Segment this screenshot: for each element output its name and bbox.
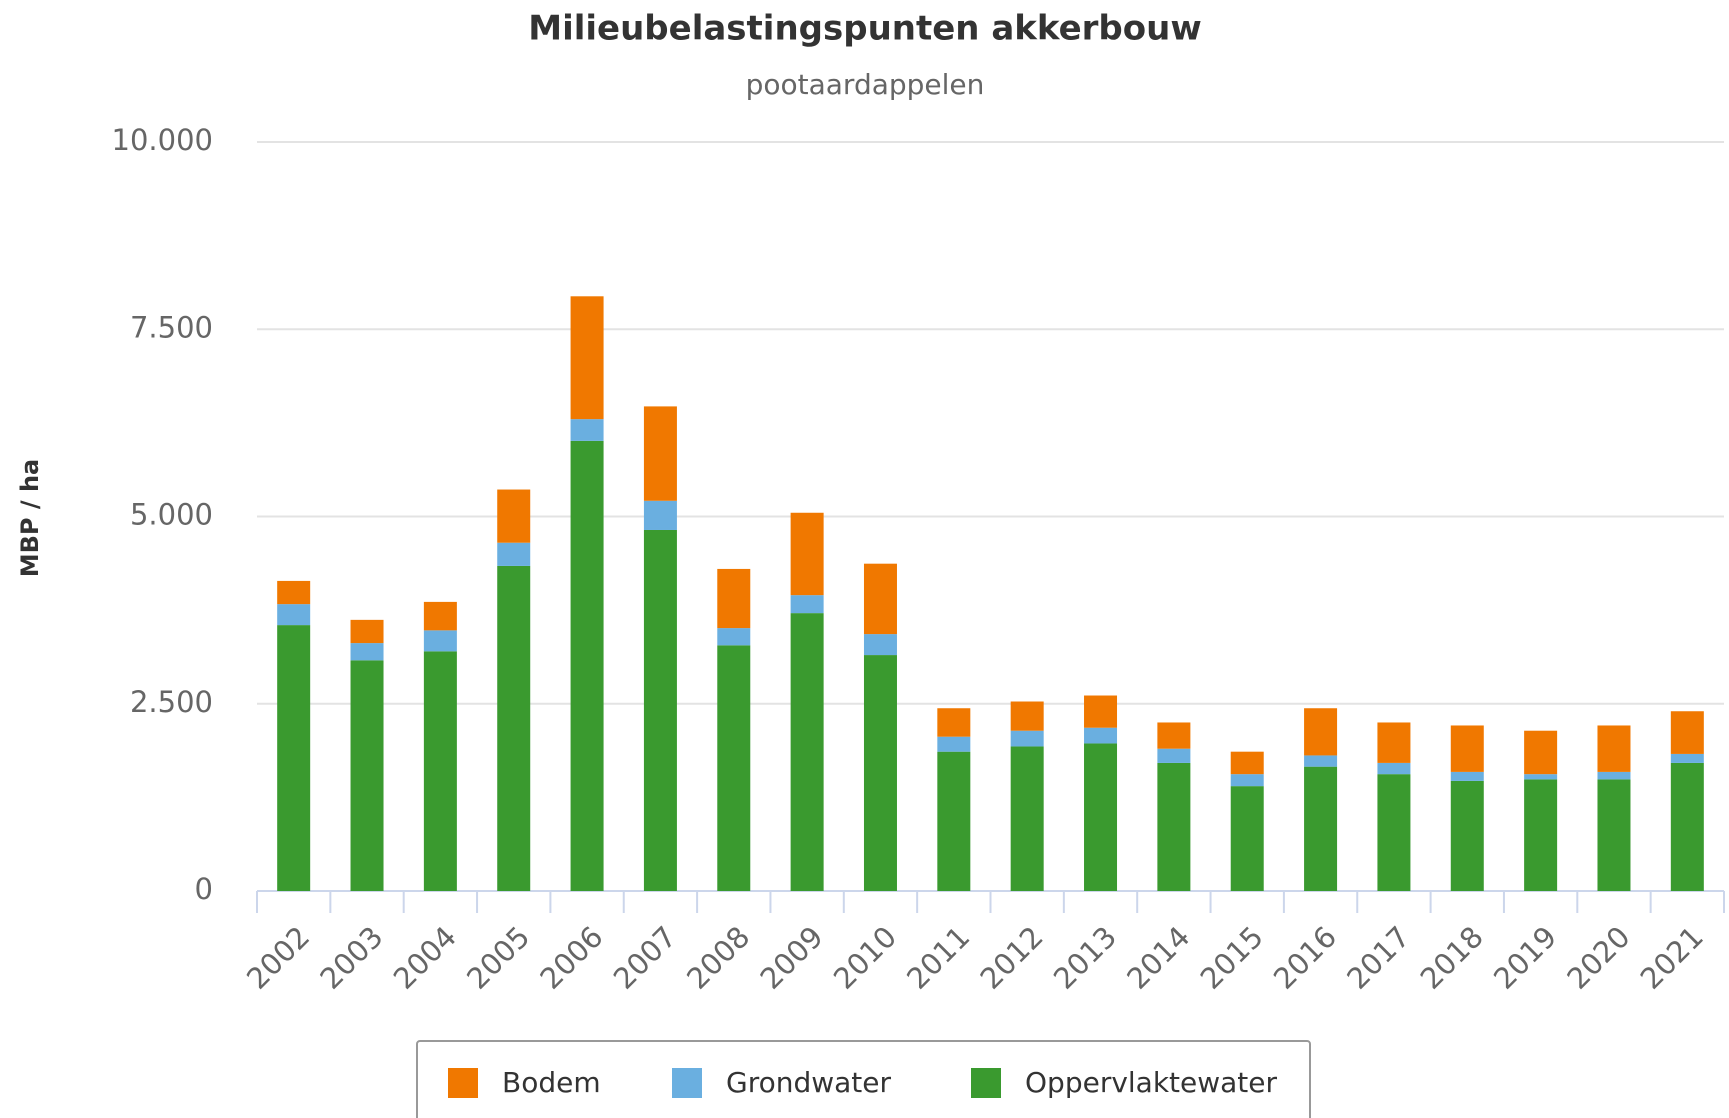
bar-segment [1010, 746, 1044, 891]
x-tick-label: 2011 [900, 920, 976, 996]
bar-segment [1157, 748, 1191, 763]
bar-segment [1084, 743, 1118, 891]
y-tick-label: 10.000 [112, 123, 213, 157]
legend-swatch [672, 1068, 702, 1098]
x-tick-label: 2007 [607, 920, 683, 996]
bar-segment [277, 580, 311, 605]
bar-segment [1450, 725, 1484, 772]
bar-segment [1010, 701, 1044, 731]
y-tick-label: 5.000 [130, 498, 213, 532]
bar-segment [1230, 774, 1264, 787]
bar-segment [350, 619, 384, 644]
bar-segment [717, 628, 751, 646]
bar-segment [1084, 727, 1118, 744]
legend-swatch [448, 1068, 478, 1098]
y-axis-label: MBP / ha [16, 459, 44, 578]
bar-segment [717, 568, 751, 629]
x-tick-label: 2013 [1047, 920, 1123, 996]
x-tick-label: 2009 [753, 920, 829, 996]
x-tick-label: 2016 [1267, 920, 1343, 996]
bar-segment [643, 529, 677, 891]
legend-label: Grondwater [726, 1066, 892, 1099]
bar-segment [277, 625, 311, 891]
bar-segment [1597, 771, 1631, 780]
bar-segment [277, 604, 311, 626]
bar-segment [1524, 779, 1558, 891]
bar-segment [497, 565, 531, 891]
legend-label: Oppervlaktewater [1025, 1066, 1278, 1099]
chart-subtitle: pootaardappelen [746, 68, 985, 101]
x-tick-label: 2021 [1634, 920, 1710, 996]
bar-segment [1670, 753, 1704, 763]
bar-segment [1524, 730, 1558, 775]
bar-segment [1597, 725, 1631, 772]
x-tick-label: 2005 [460, 920, 536, 996]
x-tick-label: 2004 [387, 920, 463, 996]
bar-segment [1304, 755, 1338, 767]
bar-segment [717, 645, 751, 891]
bar-segment [570, 419, 604, 441]
bar-segment [423, 630, 457, 652]
bar-segment [1377, 774, 1411, 891]
bar-segment [1157, 762, 1191, 891]
bar-segment [937, 708, 971, 737]
bar-segment [1670, 762, 1704, 891]
x-tick-label: 2018 [1414, 920, 1490, 996]
bar-segment [1304, 708, 1338, 756]
x-tick-label: 2017 [1340, 920, 1416, 996]
x-tick-label: 2002 [240, 920, 316, 996]
bar-segment [1230, 751, 1264, 775]
y-tick-label: 7.500 [130, 310, 213, 344]
legend-label: Bodem [502, 1066, 601, 1099]
bar-segment [937, 736, 971, 752]
x-tick-label: 2008 [680, 920, 756, 996]
bar-segment [423, 651, 457, 891]
x-tick-label: 2020 [1560, 920, 1636, 996]
x-tick-label: 2003 [313, 920, 389, 996]
bar-segment [790, 613, 824, 891]
x-tick-label: 2012 [974, 920, 1050, 996]
bar-segment [350, 643, 384, 661]
bar-segment [1377, 722, 1411, 763]
bar-segment [643, 500, 677, 530]
legend-swatch [971, 1068, 1001, 1098]
x-tick-label: 2006 [533, 920, 609, 996]
bar-segment [497, 489, 531, 543]
x-tick-label: 2015 [1194, 920, 1270, 996]
bar-segment [863, 655, 897, 891]
bar-segment [1670, 711, 1704, 754]
x-tick-label: 2014 [1120, 920, 1196, 996]
bar-segment [1010, 730, 1044, 747]
y-tick-label: 2.500 [130, 685, 213, 719]
bar-segment [570, 296, 604, 420]
bar-segment [570, 440, 604, 891]
bar-segment [497, 542, 531, 566]
legend-box [416, 1040, 1311, 1118]
x-tick-label: 2019 [1487, 920, 1563, 996]
bar-segment [1230, 786, 1264, 891]
bar-segment [1450, 780, 1484, 891]
bar-segment [790, 512, 824, 596]
bar-segment [1304, 766, 1338, 891]
bar-segment [1157, 722, 1191, 749]
bar-segment [1524, 774, 1558, 780]
bar-segment [423, 601, 457, 631]
bar-segment [863, 634, 897, 656]
bar-segment [643, 406, 677, 501]
bar-segment [1377, 762, 1411, 775]
x-tick-label: 2010 [827, 920, 903, 996]
bar-segment [1084, 695, 1118, 728]
chart-title: Milieubelastingspunten akkerbouw [528, 9, 1201, 49]
bar-segment [937, 751, 971, 891]
y-tick-label: 0 [195, 872, 213, 906]
bar-segment [790, 595, 824, 614]
bar-segment [350, 660, 384, 891]
bar-segment [1450, 771, 1484, 781]
bar-segment [863, 563, 897, 635]
bar-segment [1597, 779, 1631, 891]
